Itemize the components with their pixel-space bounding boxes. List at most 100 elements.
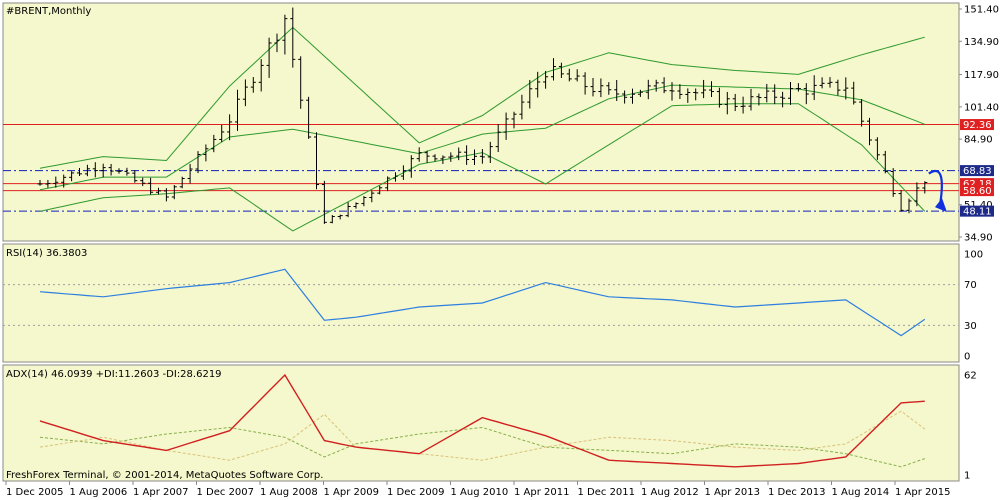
x-tick-label: 1 Dec 2013	[768, 487, 826, 498]
price-bar	[827, 77, 833, 88]
price-bar	[393, 172, 398, 182]
bollinger-upper-line	[39, 26, 925, 169]
price-bar	[472, 149, 477, 166]
price-bar	[590, 77, 596, 97]
rsi-tick-label: 30	[964, 321, 977, 332]
price-bar	[574, 69, 580, 82]
price-bar	[922, 181, 928, 194]
price-bar	[290, 7, 296, 68]
x-tick-label: 1 Apr 2013	[705, 487, 760, 498]
forecast-arrow-head	[935, 198, 947, 213]
rsi-tick-label: 100	[964, 250, 983, 261]
axis-labels: 151.40134.90117.90101.4084.9051.4034.909…	[5, 5, 999, 498]
price-bar	[732, 93, 738, 112]
price-bar	[859, 99, 865, 127]
x-tick-label: 1 Aug 2006	[70, 487, 128, 498]
price-bar	[527, 79, 533, 109]
price-tag-level-48-11	[960, 205, 994, 217]
price-bar	[551, 58, 556, 81]
x-tick-label: 1 Apr 2011	[514, 487, 569, 498]
di-minus-line	[39, 410, 926, 461]
price-bar	[740, 96, 746, 114]
price-bar	[227, 114, 233, 141]
price-bar	[37, 180, 43, 186]
price-bar	[566, 68, 572, 82]
rsi-tick-label: 70	[964, 280, 977, 291]
rsi-tick-label: 0	[964, 352, 970, 363]
price-bar	[321, 180, 327, 224]
price-bar	[788, 81, 793, 105]
price-tag-level-62-18	[960, 178, 994, 190]
price-bar	[61, 174, 67, 188]
rsi-title: RSI(14) 36.3803	[6, 248, 87, 259]
x-tick-label: 1 Apr 2009	[324, 487, 379, 498]
x-tick-label: 1 Aug 2014	[832, 487, 890, 498]
price-bar	[811, 75, 817, 101]
x-tick-label: 1 Dec 2005	[6, 487, 64, 498]
price-bar	[274, 33, 280, 53]
x-tick-label: 1 Apr 2007	[133, 487, 188, 498]
price-bar	[219, 124, 225, 143]
price-bar	[716, 87, 722, 108]
forecast-arrow	[928, 169, 947, 213]
main-title: #BRENT,Monthly	[6, 6, 91, 17]
price-bar	[282, 14, 288, 55]
price-bar	[772, 84, 778, 105]
price-bar	[377, 185, 383, 195]
price-bar	[400, 165, 406, 180]
price-bar	[440, 155, 446, 164]
price-bar	[171, 184, 177, 200]
price-bar	[456, 147, 462, 161]
price-bar	[756, 93, 762, 106]
price-bar	[851, 81, 857, 105]
price-bar	[84, 164, 90, 177]
price-bar	[132, 170, 138, 183]
forecast-arrow-curve	[928, 169, 943, 206]
price-bar	[448, 152, 454, 162]
price-tag-resistance-92-36	[960, 119, 994, 131]
price-bar	[314, 132, 319, 190]
price-bar	[464, 145, 470, 165]
price-bar	[843, 77, 849, 100]
di-plus-line	[39, 426, 925, 468]
price-bar	[835, 79, 841, 96]
price-bar	[503, 112, 509, 140]
price-bar	[353, 202, 359, 209]
price-bar	[385, 176, 391, 192]
price-bar	[195, 151, 201, 174]
y-tick-label: 84.90	[964, 135, 993, 146]
price-bar	[369, 190, 375, 203]
price-bar	[479, 149, 485, 164]
price-bar	[677, 84, 683, 100]
price-bar	[77, 168, 82, 177]
main-levels	[3, 124, 959, 212]
price-tag-label: 62.18	[963, 179, 992, 190]
x-tick-label: 1 Aug 2012	[641, 487, 699, 498]
price-bar	[867, 117, 872, 146]
price-bar	[100, 163, 106, 178]
price-bar	[653, 79, 659, 92]
price-bar	[45, 179, 51, 188]
price-bar	[906, 198, 912, 214]
adx-title: ADX(14) 46.0939 +DI:11.2603 -DI:28.6219	[6, 369, 222, 380]
price-bar	[140, 177, 146, 187]
price-bar	[630, 88, 635, 104]
price-bar	[898, 190, 904, 212]
price-bar	[203, 144, 209, 162]
adx-tick-label: 62	[964, 371, 977, 382]
y-tick-label: 101.40	[964, 102, 999, 113]
x-tick-label: 1 Aug 2010	[451, 487, 509, 498]
price-bar	[424, 150, 430, 163]
price-bar	[511, 111, 517, 129]
price-bar	[622, 90, 628, 104]
y-tick-label: 34.90	[964, 233, 993, 244]
price-bar	[558, 62, 564, 79]
price-bar	[914, 182, 920, 207]
price-bar	[179, 176, 185, 189]
price-bar	[693, 88, 699, 101]
x-tick-label: 1 Dec 2009	[387, 487, 445, 498]
bollinger-middle-line	[39, 84, 925, 191]
copyright-text: FreshForex Terminal, © 2001-2014, MetaQu…	[6, 470, 323, 481]
price-bar	[108, 163, 114, 176]
